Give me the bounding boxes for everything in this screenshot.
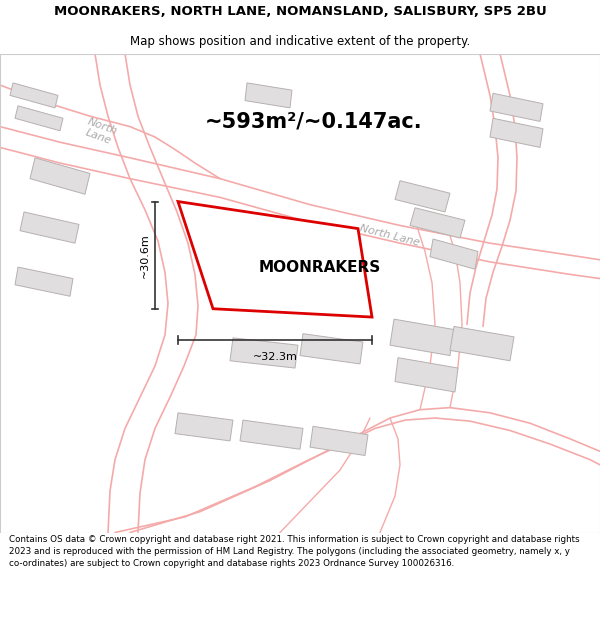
Text: ~30.6m: ~30.6m [140,232,150,278]
Polygon shape [230,338,298,368]
Polygon shape [10,83,58,108]
Text: North Lane: North Lane [359,224,421,248]
Polygon shape [20,212,79,243]
Polygon shape [300,334,363,364]
Text: ~32.3m: ~32.3m [253,352,298,362]
Polygon shape [15,267,73,296]
Text: ~593m²/~0.147ac.: ~593m²/~0.147ac. [205,111,422,131]
Polygon shape [245,83,292,108]
Text: Map shows position and indicative extent of the property.: Map shows position and indicative extent… [130,36,470,48]
Polygon shape [240,420,303,449]
Polygon shape [310,426,368,456]
Polygon shape [30,158,90,194]
Polygon shape [175,412,233,441]
Text: MOONRAKERS: MOONRAKERS [259,259,381,274]
Polygon shape [450,326,514,361]
Polygon shape [178,201,372,317]
Polygon shape [15,106,63,131]
Polygon shape [410,208,465,238]
Polygon shape [395,357,458,392]
Text: MOONRAKERS, NORTH LANE, NOMANSLAND, SALISBURY, SP5 2BU: MOONRAKERS, NORTH LANE, NOMANSLAND, SALI… [53,6,547,18]
Polygon shape [490,93,543,121]
Polygon shape [395,181,450,212]
Polygon shape [430,239,478,269]
Text: North
Lane: North Lane [82,116,118,148]
Polygon shape [490,118,543,148]
Text: Contains OS data © Crown copyright and database right 2021. This information is : Contains OS data © Crown copyright and d… [9,535,580,568]
Polygon shape [390,319,454,356]
